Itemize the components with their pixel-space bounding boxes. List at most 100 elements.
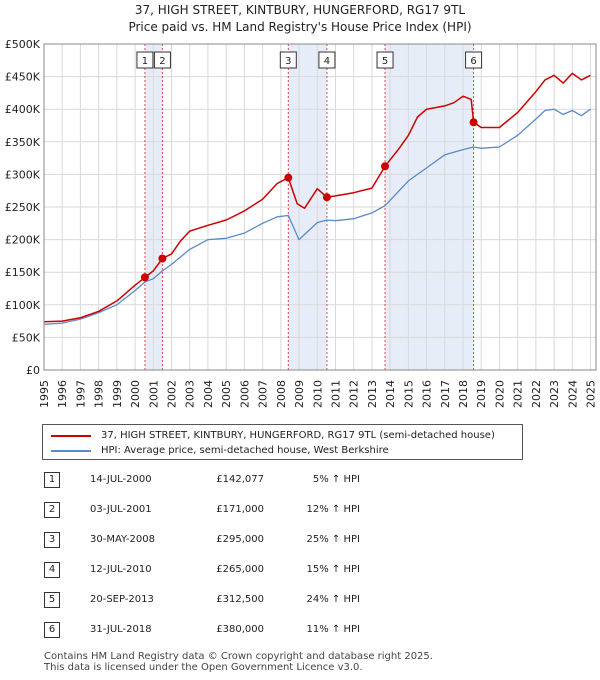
x-tick-label: 2013 <box>366 380 379 408</box>
sale-row: 4 12-JUL-2010 £265,000 15% ↑ HPI <box>44 562 404 580</box>
plot-frame <box>43 43 597 371</box>
sale-date: 03-JUL-2001 <box>90 504 152 515</box>
sale-hpi-change: 25% ↑ HPI <box>306 534 360 545</box>
legend-item-property: 37, HIGH STREET, KINTBURY, HUNGERFORD, R… <box>51 430 495 441</box>
x-tick-label: 2018 <box>457 380 470 408</box>
x-tick-label: 2004 <box>202 380 215 408</box>
x-tick-label: 2017 <box>439 380 452 408</box>
x-tick-label: 1997 <box>74 380 87 408</box>
x-tick-label: 2019 <box>475 380 488 408</box>
sale-point <box>381 162 390 171</box>
x-tick-label: 2006 <box>238 380 251 408</box>
sale-label-frame <box>136 51 154 69</box>
sale-label-text: 2 <box>159 56 165 67</box>
chart-title: 37, HIGH STREET, KINTBURY, HUNGERFORD, R… <box>134 3 466 17</box>
legend-label-property: 37, HIGH STREET, KINTBURY, HUNGERFORD, R… <box>101 430 495 441</box>
x-tick-label: 2002 <box>166 380 179 408</box>
footer-licence: This data is licensed under the Open Gov… <box>44 662 363 673</box>
x-tick-label: 2011 <box>329 380 342 408</box>
sale-label-frame <box>376 51 394 69</box>
sale-row: 1 14-JUL-2000 £142,077 5% ↑ HPI <box>44 472 404 490</box>
sale-hpi-change: 12% ↑ HPI <box>306 504 360 515</box>
sale-price: £295,000 <box>216 534 264 545</box>
sale-label-text: 1 <box>142 56 148 67</box>
y-tick-label: £0 <box>26 364 40 377</box>
sale-row: 2 03-JUL-2001 £171,000 12% ↑ HPI <box>44 502 404 520</box>
y-tick-label: £300K <box>5 168 41 181</box>
legend-item-hpi: HPI: Average price, semi-detached house,… <box>51 445 389 456</box>
x-tick-label: 2012 <box>348 380 361 408</box>
sale-date: 30-MAY-2008 <box>90 534 156 545</box>
sale-point <box>322 193 331 202</box>
sale-label-frame <box>465 51 483 69</box>
x-tick-label: 2000 <box>129 380 142 408</box>
sale-label-box: 6 <box>465 51 483 69</box>
sale-label-frame <box>318 51 336 69</box>
sale-point <box>140 273 149 282</box>
sale-number-badge: 5 <box>44 592 60 608</box>
sale-number-badge: 2 <box>44 502 60 518</box>
sale-label-text: 5 <box>382 56 388 67</box>
sale-date: 31-JUL-2018 <box>90 624 152 635</box>
x-tick-label: 2025 <box>585 380 598 408</box>
chart-subtitle: Price paid vs. HM Land Registry's House … <box>128 20 472 34</box>
footer-copyright: Contains HM Land Registry data © Crown c… <box>44 651 433 662</box>
x-tick-label: 2022 <box>530 380 543 408</box>
sale-number-badge: 4 <box>44 562 60 578</box>
y-tick-label: £50K <box>12 331 41 344</box>
series-line-hpi <box>43 108 591 326</box>
sale-date: 14-JUL-2000 <box>90 474 152 485</box>
sale-date: 20-SEP-2013 <box>90 594 154 605</box>
sale-label-text: 3 <box>285 56 291 67</box>
legend-swatch-hpi <box>51 449 91 452</box>
sale-point <box>284 173 293 182</box>
y-tick-label: £450K <box>5 71 41 84</box>
x-tick-label: 1999 <box>111 380 124 408</box>
sale-number-badge: 3 <box>44 532 60 548</box>
sale-label-frame <box>153 51 171 69</box>
y-tick-label: £500K <box>5 38 41 51</box>
x-tick-label: 2001 <box>147 380 160 408</box>
x-tick-label: 2005 <box>220 380 233 408</box>
y-tick-label: £350K <box>5 136 41 149</box>
y-tick-label: £150K <box>5 266 41 279</box>
y-tick-label: £200K <box>5 234 41 247</box>
y-tick-label: £250K <box>5 201 41 214</box>
sale-hpi-change: 15% ↑ HPI <box>306 564 360 575</box>
chart-legend: 37, HIGH STREET, KINTBURY, HUNGERFORD, R… <box>42 424 523 460</box>
sale-label-box: 5 <box>376 51 394 69</box>
price-chart: £0 £50K £100K £150K £200K £250K £300K £350K £400… <box>5 38 598 408</box>
sale-row: 3 30-MAY-2008 £295,000 25% ↑ HPI <box>44 532 404 550</box>
x-tick-label: 2015 <box>402 380 415 408</box>
sale-date: 12-JUL-2010 <box>90 564 152 575</box>
series-line-property <box>43 72 591 323</box>
sale-point <box>469 118 478 127</box>
sale-price: £312,500 <box>216 594 264 605</box>
sale-point <box>158 254 167 263</box>
x-tick-label: 2021 <box>512 380 525 408</box>
sale-number-badge: 1 <box>44 472 60 488</box>
x-tick-label: 2020 <box>493 380 506 408</box>
sale-hpi-change: 24% ↑ HPI <box>306 594 360 605</box>
legend-label-hpi: HPI: Average price, semi-detached house,… <box>101 445 389 456</box>
x-tick-label: 2023 <box>548 380 561 408</box>
sale-label-frame <box>279 51 297 69</box>
sale-price: £265,000 <box>216 564 264 575</box>
sale-label-box: 3 <box>279 51 297 69</box>
y-tick-label: £100K <box>5 299 41 312</box>
sale-row: 6 31-JUL-2018 £380,000 11% ↑ HPI <box>44 622 404 640</box>
y-tick-label: £400K <box>5 103 41 116</box>
x-tick-label: 2024 <box>566 380 579 408</box>
x-tick-label: 2014 <box>384 380 397 408</box>
x-tick-label: 2003 <box>184 380 197 408</box>
x-tick-label: 1998 <box>93 380 106 408</box>
sale-number-badge: 6 <box>44 622 60 638</box>
x-tick-label: 1995 <box>38 380 51 408</box>
x-tick-label: 2008 <box>275 380 288 408</box>
x-tick-label: 2010 <box>311 380 324 408</box>
sale-label-text: 4 <box>324 56 330 67</box>
legend-swatch-property <box>51 434 91 437</box>
x-tick-label: 2007 <box>257 380 270 408</box>
sale-price: £380,000 <box>216 624 264 635</box>
x-tick-label: 1996 <box>56 380 69 408</box>
